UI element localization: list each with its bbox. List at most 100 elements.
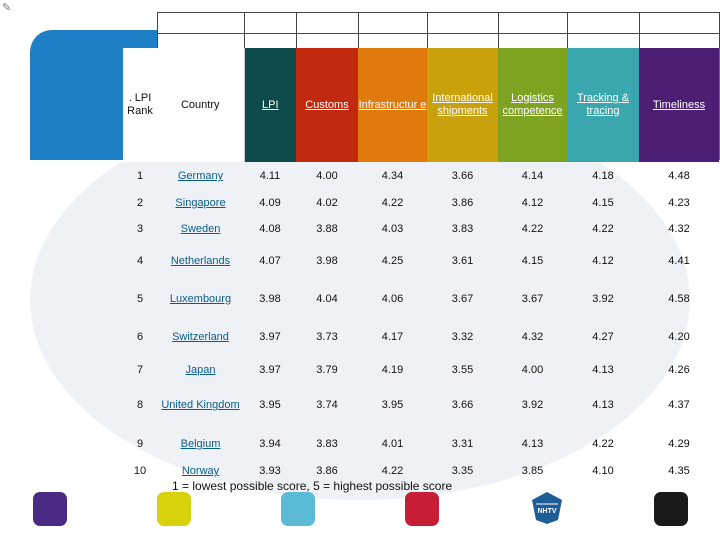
cell-timeliness: 4.29 — [668, 438, 690, 450]
cell-lpi: 3.95 — [259, 399, 281, 411]
cell-rank: 5 — [136, 293, 144, 305]
cell-lpi: 3.94 — [259, 438, 281, 450]
cell-lpi: 3.98 — [259, 293, 281, 305]
cell-country-link[interactable]: Netherlands — [170, 255, 231, 267]
cell-tracking-tracing: 4.27 — [592, 331, 614, 343]
cell-logistics-competence: 4.00 — [521, 364, 544, 376]
cell-infrastructure: 4.22 — [381, 197, 404, 209]
cell-customs: 3.98 — [316, 255, 338, 267]
cell-rank: 7 — [136, 364, 144, 376]
cell-country-link[interactable]: Belgium — [180, 438, 221, 450]
cell-country-link[interactable]: United Kingdom — [161, 399, 240, 411]
cell-international-shipments: 3.67 — [451, 293, 474, 305]
table-row: 5 Luxembourg 3.98 4.04 4.06 3.67 3.67 3.92 4.58 — [123, 280, 719, 318]
cell-timeliness: 4.37 — [668, 399, 690, 411]
cell-rank: 4 — [136, 255, 144, 267]
table-row: 9 Belgium 3.94 3.83 4.01 3.31 4.13 4.22 4.29 — [123, 426, 719, 462]
decor-square-cyan — [281, 492, 315, 526]
cell-logistics-competence: 4.15 — [521, 255, 544, 267]
cell-country-link[interactable]: Germany — [177, 170, 224, 182]
header-infrastructure[interactable]: Infrastructur e — [358, 48, 427, 162]
cell-timeliness: 4.35 — [668, 465, 690, 477]
header-international-shipments[interactable]: International shipments — [427, 48, 498, 162]
footnote: 1 = lowest possible score, 5 = highest p… — [172, 479, 453, 493]
table-top-empty-row — [123, 12, 720, 34]
cell-country-link[interactable]: Singapore — [175, 197, 226, 209]
cell-customs: 4.02 — [316, 197, 338, 209]
cell-country-link[interactable]: Switzerland — [172, 331, 229, 343]
cell-infrastructure: 3.95 — [381, 399, 404, 411]
cell-tracking-tracing: 4.12 — [592, 255, 614, 267]
logo-text: NHTV — [537, 508, 556, 515]
cell-logistics-competence: 3.92 — [521, 399, 544, 411]
decor-square-purple — [33, 492, 67, 526]
header-logistics-competence[interactable]: Logistics competence — [498, 48, 567, 162]
cell-tracking-tracing: 4.15 — [592, 197, 614, 209]
cell-tracking-tracing: 3.92 — [592, 293, 614, 305]
cell-customs: 4.00 — [316, 170, 338, 182]
header-customs[interactable]: Customs — [296, 48, 358, 162]
cell-logistics-competence: 4.32 — [521, 331, 544, 343]
cell-rank: 3 — [136, 223, 144, 235]
cell-infrastructure: 4.06 — [381, 293, 404, 305]
table-row: 8 United Kingdom 3.95 3.74 3.95 3.66 3.92 4.13 4… — [123, 384, 719, 426]
cell-tracking-tracing: 4.10 — [592, 465, 614, 477]
cell-logistics-competence: 3.85 — [521, 465, 544, 477]
table-row: 6 Switzerland 3.97 3.73 4.17 3.32 4.32 4.27 4.20 — [123, 318, 719, 356]
cell-international-shipments: 3.66 — [451, 170, 474, 182]
cell-rank: 1 — [136, 170, 144, 182]
cell-country-link[interactable]: Luxembourg — [169, 293, 232, 305]
cell-tracking-tracing: 4.22 — [592, 438, 614, 450]
decor-square-black — [654, 492, 688, 526]
cell-customs: 3.83 — [316, 438, 338, 450]
cell-lpi: 3.97 — [259, 364, 281, 376]
cell-tracking-tracing: 4.18 — [592, 170, 614, 182]
cell-logistics-competence: 4.22 — [521, 223, 544, 235]
cell-logistics-competence: 4.12 — [521, 197, 544, 209]
cell-international-shipments: 3.35 — [451, 465, 474, 477]
cell-timeliness: 4.26 — [668, 364, 690, 376]
cell-rank: 8 — [136, 399, 144, 411]
cell-infrastructure: 4.34 — [381, 170, 404, 182]
edit-icon[interactable]: ✎ — [2, 2, 12, 14]
decor-square-red — [405, 492, 439, 526]
cell-lpi: 3.97 — [259, 331, 281, 343]
cell-international-shipments: 3.61 — [451, 255, 474, 267]
cell-rank: 10 — [133, 465, 147, 477]
cell-timeliness: 4.32 — [668, 223, 690, 235]
header-rank: . LPI Rank — [123, 48, 157, 162]
cell-international-shipments: 3.31 — [451, 438, 474, 450]
cell-lpi: 4.07 — [259, 255, 281, 267]
cell-international-shipments: 3.66 — [451, 399, 474, 411]
cell-logistics-competence: 4.13 — [521, 438, 544, 450]
header-timeliness[interactable]: Timeliness — [639, 48, 719, 162]
header-country: Country — [157, 48, 245, 162]
cell-lpi: 4.08 — [259, 223, 281, 235]
table-row: 10 Norway 3.93 3.86 4.22 3.35 3.85 4.10 4.35 — [123, 462, 719, 480]
cell-logistics-competence: 4.14 — [521, 170, 544, 182]
cell-timeliness: 4.23 — [668, 197, 690, 209]
cell-timeliness: 4.41 — [668, 255, 690, 267]
cell-customs: 3.86 — [316, 465, 338, 477]
cell-country-link[interactable]: Japan — [185, 364, 216, 376]
cell-country-link[interactable]: Sweden — [180, 223, 221, 235]
cell-international-shipments: 3.86 — [451, 197, 474, 209]
header-tracking-tracing[interactable]: Tracking & tracing — [567, 48, 639, 162]
cell-customs: 3.79 — [316, 364, 338, 376]
decor-square-yellow — [157, 492, 191, 526]
header-lpi[interactable]: LPI — [244, 48, 296, 162]
cell-tracking-tracing: 4.13 — [592, 399, 614, 411]
cell-country-link[interactable]: Norway — [181, 465, 220, 477]
cell-infrastructure: 4.17 — [381, 331, 404, 343]
cell-tracking-tracing: 4.13 — [592, 364, 614, 376]
cell-customs: 3.74 — [316, 399, 338, 411]
cell-timeliness: 4.20 — [668, 331, 690, 343]
lpi-table: . LPI Rank Country LPI Customs Infrastru… — [123, 12, 720, 480]
cell-rank: 2 — [136, 197, 144, 209]
cell-infrastructure: 4.22 — [381, 465, 404, 477]
cell-rank: 9 — [136, 438, 144, 450]
cell-infrastructure: 4.19 — [381, 364, 404, 376]
cell-tracking-tracing: 4.22 — [592, 223, 614, 235]
cell-international-shipments: 3.55 — [451, 364, 474, 376]
cell-timeliness: 4.58 — [668, 293, 690, 305]
